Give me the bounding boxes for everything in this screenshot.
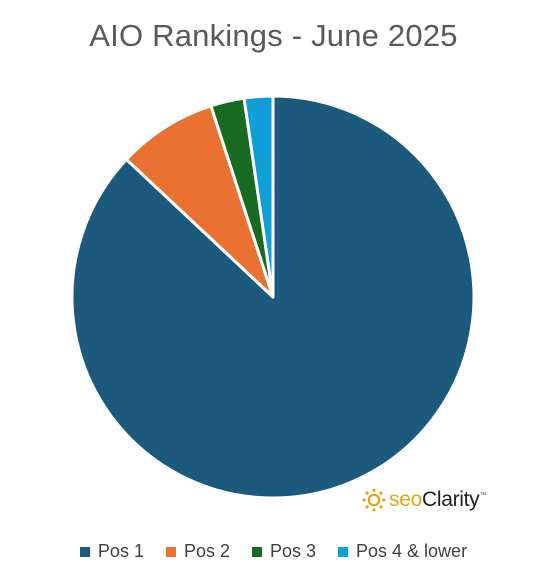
legend-swatch <box>251 546 262 557</box>
pie-slice-pos-1 <box>70 94 476 500</box>
legend-swatch <box>338 546 349 557</box>
legend-item-pos-4-lower: Pos 4 & lower <box>338 541 467 562</box>
legend-label: Pos 4 & lower <box>356 541 468 561</box>
legend-swatch <box>79 546 90 557</box>
legend-item-pos-3: Pos 3 <box>251 541 317 562</box>
legend-item-pos-1: Pos 1 <box>79 541 144 562</box>
legend-label: Pos 1 <box>97 541 144 561</box>
pie-slices <box>70 94 476 500</box>
chart-title: AIO Rankings - June 2025 <box>89 18 458 53</box>
pie-slice-pos-4-lower <box>242 94 275 299</box>
legend-label: Pos 2 <box>183 541 230 561</box>
brand-name: seoClarity <box>389 488 480 512</box>
chart-legend: Pos 1 Pos 2 Pos 3 Pos 4 & lower <box>0 541 547 562</box>
pie-slice-pos-2 <box>124 104 275 299</box>
brand-name-clarity: Clarity <box>421 488 480 511</box>
legend-label: Pos 3 <box>269 541 317 561</box>
sun-logo-icon <box>362 488 386 512</box>
legend-swatch <box>165 546 176 557</box>
brand-name-seo: seo <box>389 488 422 511</box>
brand-logo: seoClarity ™ <box>362 486 512 514</box>
brand-trademark: ™ <box>479 492 487 499</box>
legend-item-pos-2: Pos 2 <box>165 541 230 562</box>
